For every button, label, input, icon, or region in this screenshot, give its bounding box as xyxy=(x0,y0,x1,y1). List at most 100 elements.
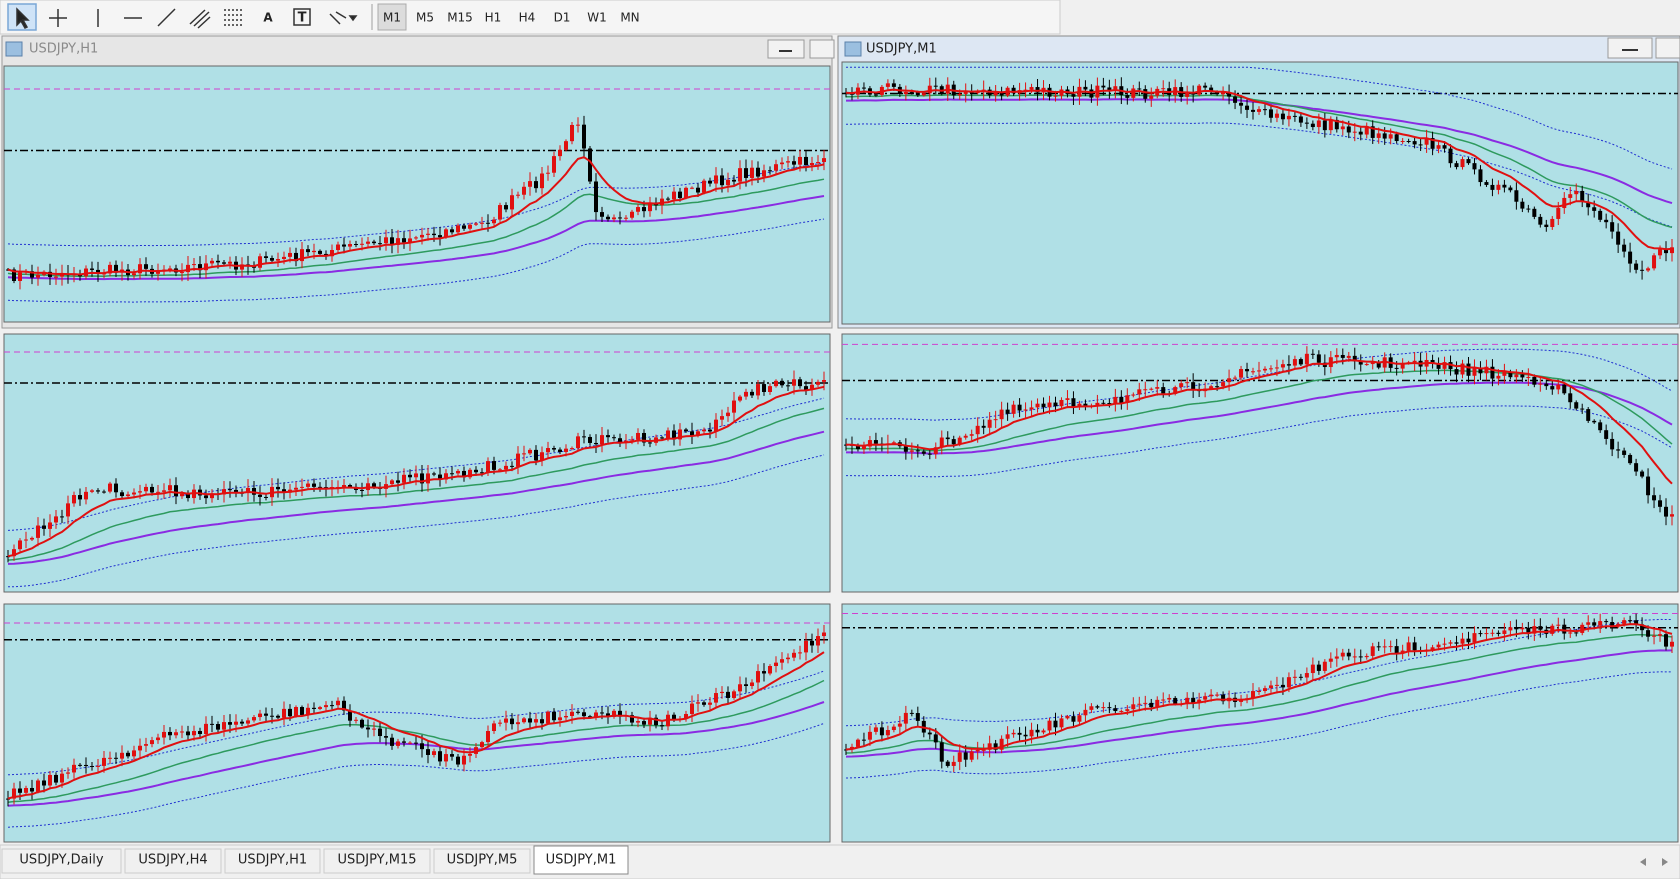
chart-pane xyxy=(841,603,1679,843)
ma-fast xyxy=(7,156,825,276)
candle-body xyxy=(1442,362,1447,369)
candle-body xyxy=(915,450,920,452)
candle-body xyxy=(1298,676,1303,678)
candle-body xyxy=(1203,696,1208,700)
candle-body xyxy=(1490,184,1495,190)
candle-body xyxy=(480,222,484,224)
timeframe-button[interactable]: M1 xyxy=(383,11,401,25)
timeframe-button[interactable]: D1 xyxy=(554,11,571,25)
candle-body xyxy=(582,436,586,438)
candle-body xyxy=(132,750,136,757)
tab[interactable] xyxy=(323,848,431,874)
candle-body xyxy=(1652,255,1657,269)
candle-body xyxy=(588,716,592,718)
candle-body xyxy=(1197,85,1202,95)
candle-body xyxy=(1514,627,1519,630)
timeframes: M1 M5 M15 H1 H4 D1 W1 MN xyxy=(377,3,640,31)
candle-body xyxy=(1251,371,1256,373)
band-lower xyxy=(846,122,1673,228)
candle-body xyxy=(1340,126,1345,130)
candle-body xyxy=(810,384,814,390)
candle-body xyxy=(1394,646,1399,654)
candle-body xyxy=(600,712,604,714)
candle-body xyxy=(654,717,658,726)
candle-body xyxy=(1604,219,1609,223)
candle-body xyxy=(1233,377,1238,379)
candle-body xyxy=(969,434,974,436)
candle-body xyxy=(126,752,130,757)
candle-body xyxy=(786,161,790,163)
candle-body xyxy=(732,179,736,182)
candle-body xyxy=(1664,634,1669,647)
dropdown-arrow[interactable] xyxy=(348,15,358,22)
timeframe-button[interactable]: M15 xyxy=(447,11,473,25)
candle-body xyxy=(915,713,920,721)
candle-body xyxy=(1358,361,1363,365)
candle-body xyxy=(618,217,622,219)
candle-body xyxy=(492,461,496,470)
candle-body xyxy=(372,483,376,488)
tab-scroll[interactable] xyxy=(1640,858,1668,866)
timeframe-button[interactable]: H4 xyxy=(519,11,536,25)
tab[interactable] xyxy=(224,848,321,874)
tab[interactable] xyxy=(124,848,222,874)
candle-body xyxy=(78,764,82,766)
candle-body xyxy=(648,717,652,725)
candle-body xyxy=(1508,187,1513,191)
candle-body xyxy=(1364,126,1369,135)
candle-body xyxy=(252,487,256,495)
candle-body xyxy=(1083,86,1088,90)
timeframe-button[interactable]: M5 xyxy=(416,11,434,25)
tab-label: USDJPY,M5 xyxy=(447,853,518,868)
candle-body xyxy=(816,381,820,385)
label-tool[interactable] xyxy=(293,8,311,26)
timeframe-button[interactable]: H1 xyxy=(485,11,502,25)
tab[interactable] xyxy=(433,848,531,874)
restore-button[interactable] xyxy=(809,39,835,59)
candle-body xyxy=(180,272,184,274)
candle-body xyxy=(12,269,16,281)
candle-body xyxy=(1131,394,1136,396)
ma-mid xyxy=(7,407,825,561)
shapes-tool[interactable] xyxy=(329,11,347,25)
minimize-button[interactable] xyxy=(1607,37,1653,59)
minimize-button[interactable] xyxy=(767,39,805,59)
timeframe-button[interactable]: W1 xyxy=(587,11,607,25)
candle-body xyxy=(951,761,956,766)
tab-active[interactable] xyxy=(533,845,629,875)
candle-body xyxy=(720,691,724,694)
candle-body xyxy=(1412,642,1417,651)
candle-body xyxy=(1568,632,1573,634)
candle-body xyxy=(1502,371,1507,376)
candle-body xyxy=(702,180,706,193)
restore-button[interactable] xyxy=(1655,37,1680,59)
timeframe-button[interactable]: MN xyxy=(620,11,639,25)
candle-body xyxy=(933,447,938,455)
tabs: USDJPY,Daily USDJPY,H4 USDJPY,H1 USDJPY,M15… xyxy=(1,845,629,875)
candle-body xyxy=(1628,620,1633,622)
candle-body xyxy=(462,225,466,229)
candle-body xyxy=(1059,399,1064,407)
candle-body xyxy=(282,489,286,493)
candle-body xyxy=(1161,699,1166,701)
candle-body xyxy=(1280,113,1285,120)
candle-body xyxy=(630,211,634,218)
candle-body xyxy=(648,442,652,444)
crosshair-tool[interactable] xyxy=(49,9,67,27)
candle-body xyxy=(450,473,454,475)
candle-body xyxy=(612,710,616,717)
candle-body xyxy=(366,241,370,244)
candle-body xyxy=(1328,119,1333,131)
candle-body xyxy=(945,437,950,440)
candle-body xyxy=(1209,87,1214,92)
fibo-tool[interactable] xyxy=(224,9,244,26)
candle-body xyxy=(66,772,70,774)
tab[interactable] xyxy=(1,848,122,874)
candle-body xyxy=(1215,91,1220,95)
trendline-tool[interactable] xyxy=(157,8,176,27)
candle-body xyxy=(1616,231,1621,245)
ma-slow xyxy=(7,430,825,565)
channel-tool[interactable] xyxy=(189,9,211,29)
text-tool[interactable]: A xyxy=(263,11,273,25)
